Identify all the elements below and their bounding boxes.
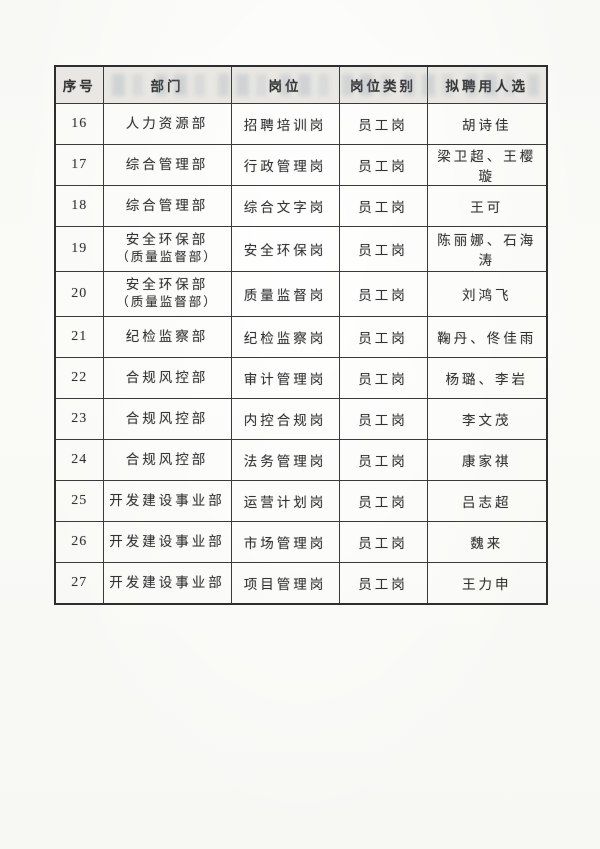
cell-serial-number: 24 — [54, 439, 104, 481]
cell-position-category: 员工岗 — [338, 271, 428, 317]
table-row: 16 人力资源部 招聘培训岗 员工岗 胡诗佳 — [54, 103, 548, 145]
table-row: 22 合规风控部 审计管理岗 员工岗 杨璐、李岩 — [54, 357, 548, 399]
table-row: 23 合规风控部 内控合规岗 员工岗 李文茂 — [54, 398, 548, 440]
cell-position-category: 员工岗 — [338, 103, 428, 145]
department-note: （质量监督部） — [116, 250, 218, 265]
cell-position-category: 员工岗 — [338, 439, 428, 481]
cell-serial-number: 22 — [54, 357, 104, 399]
cell-position: 质量监督岗 — [230, 271, 340, 317]
department-name: 综合管理部 — [125, 197, 209, 213]
table-row: 24 合规风控部 法务管理岗 员工岗 康家祺 — [54, 439, 548, 481]
cell-position-category: 员工岗 — [338, 398, 428, 440]
cell-serial-number: 16 — [54, 103, 104, 145]
cell-proposed-candidates: 杨璐、李岩 — [426, 357, 548, 399]
column-header-2: 岗位 — [230, 65, 340, 104]
table-row: 27 开发建设事业部 项目管理岗 员工岗 王力申 — [54, 562, 548, 605]
cell-serial-number: 21 — [54, 316, 104, 358]
department-name: 合规风控部 — [125, 410, 209, 426]
cell-department: 合规风控部 — [102, 398, 232, 440]
table-row: 20 安全环保部 （质量监督部） 质量监督岗 员工岗 刘鸿飞 — [54, 271, 548, 317]
column-header-1: 部门 — [102, 65, 232, 104]
table-row: 26 开发建设事业部 市场管理岗 员工岗 魏来 — [54, 521, 548, 563]
cell-position: 招聘培训岗 — [230, 103, 340, 145]
cell-serial-number: 19 — [54, 226, 104, 272]
cell-serial-number: 27 — [54, 562, 104, 605]
cell-department: 合规风控部 — [102, 357, 232, 399]
cell-position: 项目管理岗 — [230, 562, 340, 605]
cell-department: 开发建设事业部 — [102, 562, 232, 605]
cell-position: 法务管理岗 — [230, 439, 340, 481]
department-note: （质量监督部） — [116, 295, 218, 310]
cell-position: 综合文字岗 — [230, 185, 340, 227]
cell-proposed-candidates: 王可 — [426, 185, 548, 227]
cell-department: 综合管理部 — [102, 185, 232, 227]
cell-department: 开发建设事业部 — [102, 521, 232, 563]
cell-position: 行政管理岗 — [230, 144, 340, 186]
cell-proposed-candidates: 康家祺 — [426, 439, 548, 481]
cell-position: 运营计划岗 — [230, 480, 340, 522]
cell-position: 市场管理岗 — [230, 521, 340, 563]
cell-position-category: 员工岗 — [338, 480, 428, 522]
cell-serial-number: 20 — [54, 271, 104, 317]
table-header-row: 序号 部门 岗位 岗位类别 拟聘用人选 — [54, 65, 548, 104]
position-hiring-table: 序号 部门 岗位 岗位类别 拟聘用人选 16 人力资源部 招聘培训岗 员工岗 胡诗佳 17 综合管理… — [54, 65, 548, 605]
cell-department: 纪检监察部 — [102, 316, 232, 358]
department-name: 纪检监察部 — [125, 328, 209, 344]
table-row: 21 纪检监察部 纪检监察岗 员工岗 鞠丹、佟佳雨 — [54, 316, 548, 358]
cell-proposed-candidates: 魏来 — [426, 521, 548, 563]
table-row: 19 安全环保部 （质量监督部） 安全环保岗 员工岗 陈丽娜、石海涛 — [54, 226, 548, 272]
department-name: 合规风控部 — [125, 369, 209, 385]
cell-position: 纪检监察岗 — [230, 316, 340, 358]
cell-serial-number: 25 — [54, 480, 104, 522]
cell-department: 合规风控部 — [102, 439, 232, 481]
cell-serial-number: 26 — [54, 521, 104, 563]
cell-proposed-candidates: 胡诗佳 — [426, 103, 548, 145]
department-name: 合规风控部 — [125, 451, 209, 467]
department-name: 开发建设事业部 — [109, 492, 225, 508]
cell-serial-number: 18 — [54, 185, 104, 227]
department-name: 安全环保部 — [125, 232, 209, 248]
cell-position: 审计管理岗 — [230, 357, 340, 399]
cell-proposed-candidates: 梁卫超、王樱璇 — [426, 144, 548, 186]
cell-position-category: 员工岗 — [338, 144, 428, 186]
cell-proposed-candidates: 李文茂 — [426, 398, 548, 440]
cell-proposed-candidates: 王力申 — [426, 562, 548, 605]
cell-department: 开发建设事业部 — [102, 480, 232, 522]
cell-position-category: 员工岗 — [338, 521, 428, 563]
cell-position-category: 员工岗 — [338, 562, 428, 605]
column-header-3: 岗位类别 — [338, 65, 428, 104]
cell-position: 安全环保岗 — [230, 226, 340, 272]
column-header-0: 序号 — [54, 65, 104, 104]
cell-proposed-candidates: 刘鸿飞 — [426, 271, 548, 317]
cell-position-category: 员工岗 — [338, 185, 428, 227]
table-row: 17 综合管理部 行政管理岗 员工岗 梁卫超、王樱璇 — [54, 144, 548, 186]
department-name: 人力资源部 — [125, 115, 209, 131]
table-row: 25 开发建设事业部 运营计划岗 员工岗 吕志超 — [54, 480, 548, 522]
cell-department: 人力资源部 — [102, 103, 232, 145]
cell-department: 安全环保部 （质量监督部） — [102, 226, 232, 272]
cell-proposed-candidates: 吕志超 — [426, 480, 548, 522]
cell-serial-number: 17 — [54, 144, 104, 186]
cell-proposed-candidates: 陈丽娜、石海涛 — [426, 226, 548, 272]
cell-position-category: 员工岗 — [338, 226, 428, 272]
column-header-4: 拟聘用人选 — [426, 65, 548, 104]
cell-position-category: 员工岗 — [338, 357, 428, 399]
cell-position-category: 员工岗 — [338, 316, 428, 358]
cell-position: 内控合规岗 — [230, 398, 340, 440]
department-name: 安全环保部 — [125, 277, 209, 293]
table-row: 18 综合管理部 综合文字岗 员工岗 王可 — [54, 185, 548, 227]
cell-department: 综合管理部 — [102, 144, 232, 186]
department-name: 开发建设事业部 — [109, 533, 225, 549]
cell-serial-number: 23 — [54, 398, 104, 440]
department-name: 开发建设事业部 — [109, 574, 225, 590]
cell-department: 安全环保部 （质量监督部） — [102, 271, 232, 317]
department-name: 综合管理部 — [125, 156, 209, 172]
cell-proposed-candidates: 鞠丹、佟佳雨 — [426, 316, 548, 358]
